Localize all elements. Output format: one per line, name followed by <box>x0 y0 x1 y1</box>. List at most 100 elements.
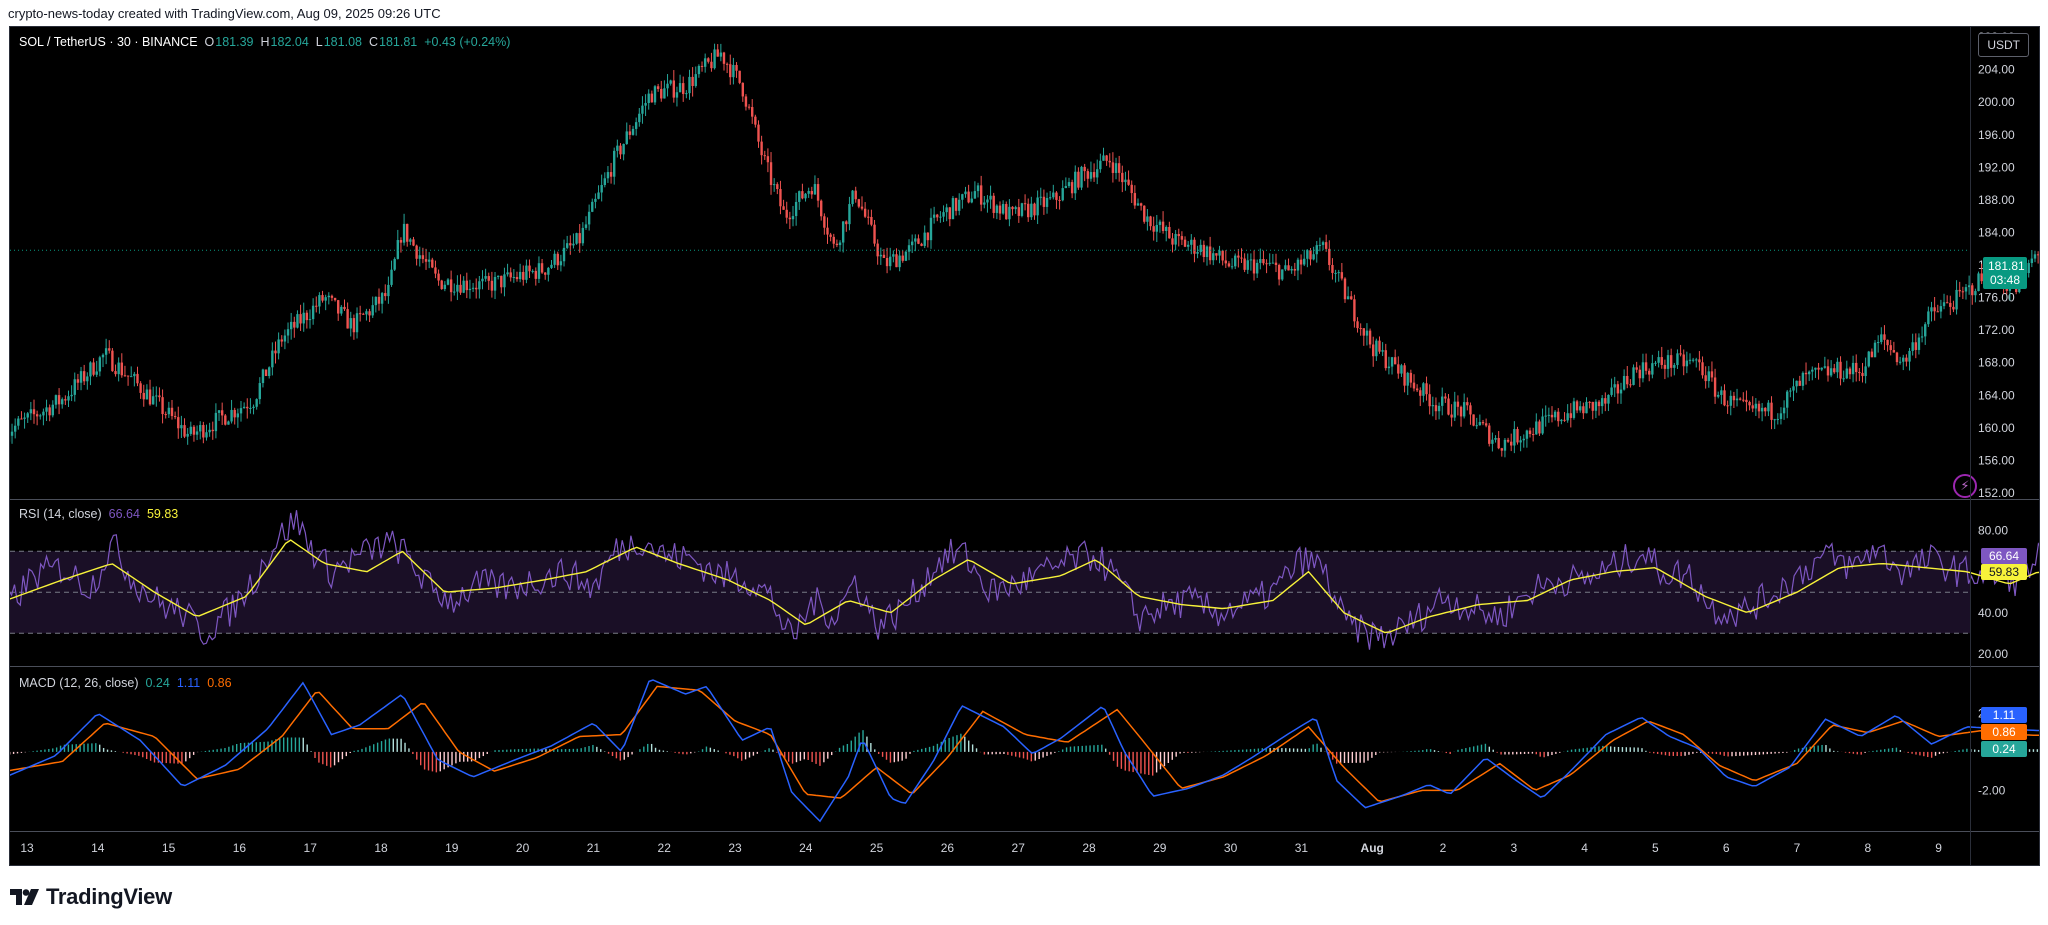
candle-body <box>73 379 76 395</box>
candle-body <box>660 88 663 99</box>
rsi-value: 66.64 <box>108 507 140 521</box>
candle-body <box>1362 328 1366 336</box>
symbol-label[interactable]: SOL / TetherUS · 30 · BINANCE <box>19 35 198 49</box>
candle-body <box>1215 253 1218 256</box>
candle-body <box>1143 205 1146 222</box>
candle-body <box>1522 438 1525 441</box>
candle-body <box>1259 259 1262 263</box>
currency-button[interactable]: USDT <box>1978 33 2029 57</box>
candle-body <box>591 201 594 212</box>
candle-body <box>528 265 531 272</box>
candle-body <box>380 293 384 304</box>
candle-body <box>1776 418 1780 420</box>
candle-body <box>1249 259 1253 261</box>
candle-body <box>867 216 870 218</box>
candle-body <box>86 376 89 382</box>
time-tick-label: 17 <box>304 841 318 855</box>
rsi-chart[interactable]: 80.00 40.00 20.00 <box>5 500 2042 666</box>
time-axis[interactable]: 13 14 15 16 17 18 19 20 21 22 23 24 25 26 27 28 29 30 31 Au… <box>10 832 2039 865</box>
macd-chart[interactable]: 2.00-2.00 <box>5 667 2042 831</box>
candle-body <box>1861 372 1864 377</box>
candle-body <box>29 409 33 414</box>
candle-body <box>1052 192 1055 198</box>
macd-hist-value: 0.24 <box>145 676 170 690</box>
candle-body <box>453 291 456 293</box>
candle-body <box>261 369 265 384</box>
tradingview-logo[interactable]: TradingView <box>10 884 172 910</box>
price-legend: SOL / TetherUS · 30 · BINANCE O181.39 H182… <box>19 35 517 49</box>
candle-body <box>556 253 559 266</box>
candle-body <box>889 256 892 267</box>
candle-body <box>1375 340 1378 357</box>
candle-body <box>424 259 428 262</box>
candle-body <box>114 371 117 375</box>
macd-pane[interactable]: 2.00-2.00 MACD (12, 26, close)0.241.110.… <box>5 667 2042 831</box>
candle-body <box>1265 263 1268 265</box>
candle-body <box>1086 171 1090 179</box>
candle-body <box>1083 166 1086 172</box>
candle-body <box>512 276 516 278</box>
rsi-tick-label: 40.00 <box>1978 606 2008 620</box>
macd-label[interactable]: MACD (12, 26, close) <box>19 676 139 690</box>
time-tick-label: 18 <box>374 841 388 855</box>
candle-body <box>1952 306 1955 310</box>
candle-body <box>522 271 525 280</box>
price-chart[interactable]: 208.00204.00200.00196.00192.00188.00184.… <box>4 27 2043 500</box>
candle-body <box>1224 260 1228 264</box>
price-pane[interactable]: 208.00204.00200.00196.00192.00188.00184.… <box>4 27 2043 500</box>
candle-body <box>1174 233 1177 245</box>
candle-body <box>929 217 933 241</box>
candle-body <box>1864 366 1867 377</box>
candle-body <box>653 86 657 103</box>
macd-hist-tag: 0.24 <box>1981 741 2027 757</box>
candle-body <box>989 195 992 200</box>
candle-body <box>459 284 462 293</box>
candle-body <box>1450 414 1453 418</box>
candle-body <box>1829 368 1833 376</box>
candle-body <box>390 269 393 285</box>
candle-body <box>1566 413 1569 421</box>
candle-body <box>1023 203 1027 205</box>
candle-body <box>1061 188 1064 201</box>
candle-body <box>857 199 861 207</box>
candle-body <box>1356 321 1359 329</box>
candle-body <box>1510 441 1513 446</box>
candle-body <box>271 350 274 368</box>
candle-body <box>1836 361 1839 373</box>
candle-body <box>1042 196 1046 207</box>
candle-body <box>321 295 324 301</box>
candle-body <box>625 131 628 144</box>
rsi-label[interactable]: RSI (14, close) <box>19 507 102 521</box>
candle-body <box>932 214 936 218</box>
candle-body <box>1622 375 1626 390</box>
candle-body <box>471 287 475 289</box>
candle-body <box>1876 342 1880 344</box>
price-tick-label: 164.00 <box>1978 388 2015 402</box>
candle-body <box>1165 226 1168 231</box>
candle-body <box>1324 242 1328 249</box>
candle-body <box>1001 204 1005 214</box>
candle-body <box>829 234 832 237</box>
candle-body <box>1717 394 1720 397</box>
candle-body <box>1221 250 1224 261</box>
candle-body <box>1804 372 1808 375</box>
candle-body <box>1500 448 1504 451</box>
candle-body <box>293 321 296 328</box>
pane-separator[interactable] <box>10 499 2039 500</box>
candle-body <box>70 394 73 397</box>
candle-body <box>1924 324 1927 337</box>
candle-body <box>967 191 970 203</box>
candle-body <box>1569 413 1573 418</box>
candle-body <box>895 254 898 268</box>
candle-body <box>1607 394 1610 404</box>
candle-body <box>782 206 785 210</box>
candle-body <box>365 311 368 315</box>
candle-body <box>1494 437 1497 440</box>
candle-body <box>308 319 312 321</box>
pane-separator[interactable] <box>10 666 2039 667</box>
candle-body <box>1312 254 1315 260</box>
lightning-icon[interactable]: ⚡ <box>1953 474 1977 498</box>
time-tick-label: 9 <box>1935 841 1942 855</box>
candle-body <box>1469 405 1472 415</box>
rsi-pane[interactable]: 80.00 40.00 20.00 RSI (14, close) 66.64 59.8… <box>5 500 2042 666</box>
